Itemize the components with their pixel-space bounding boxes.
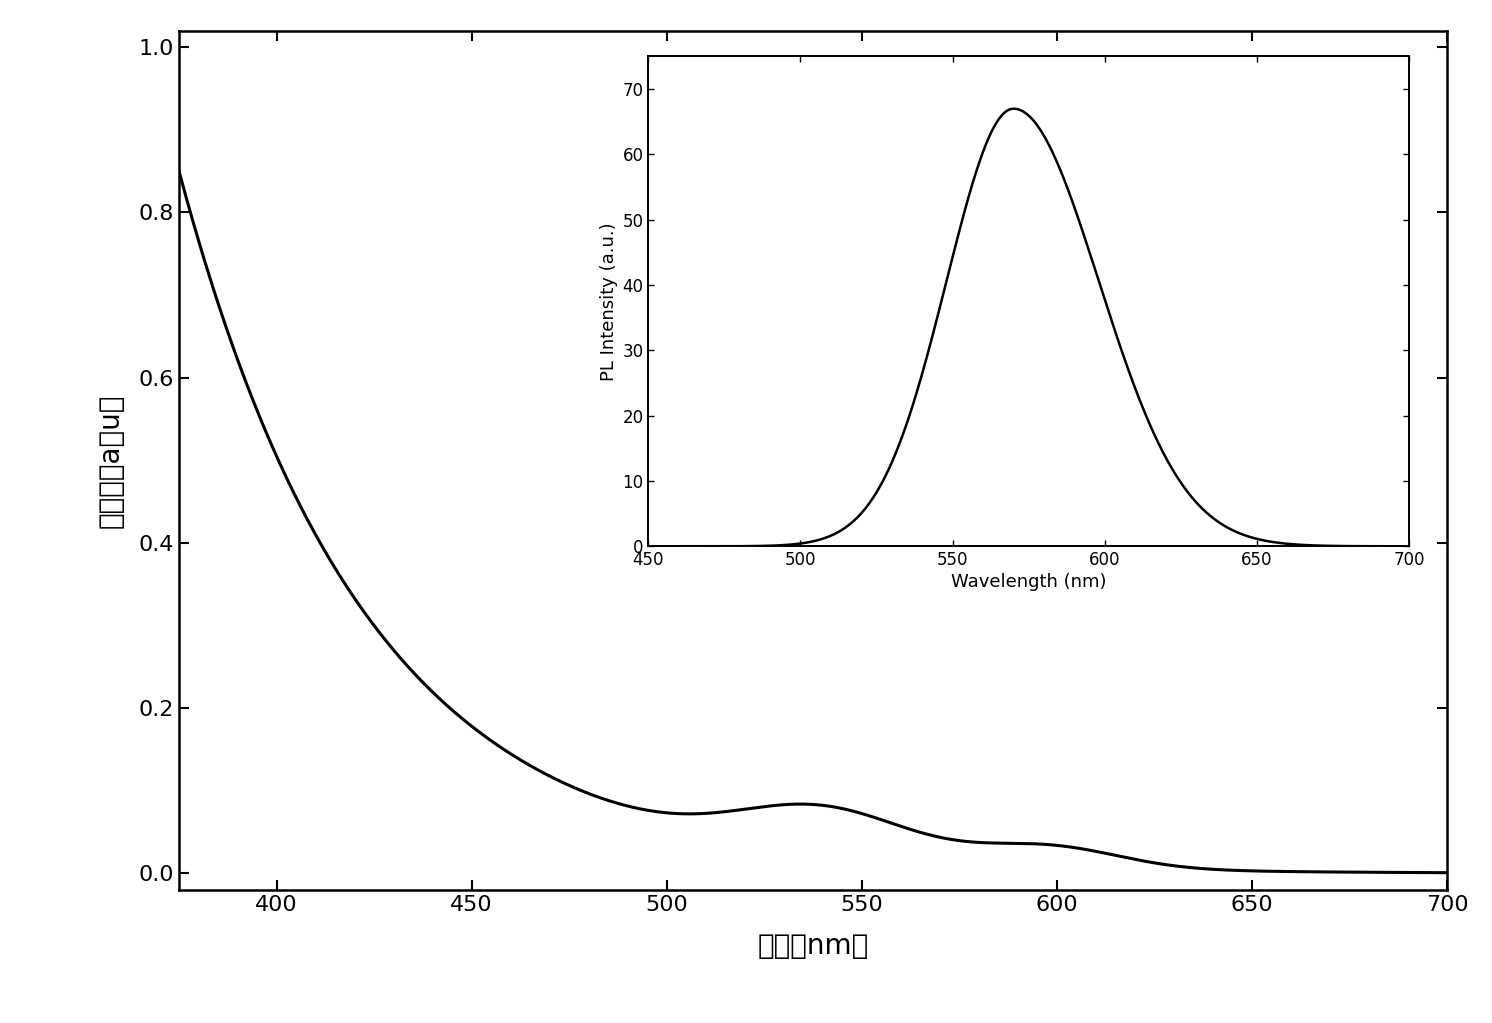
X-axis label: 波长（nm）: 波长（nm） (758, 932, 868, 960)
Y-axis label: 吸收率（a．u）: 吸收率（a．u） (97, 393, 125, 528)
